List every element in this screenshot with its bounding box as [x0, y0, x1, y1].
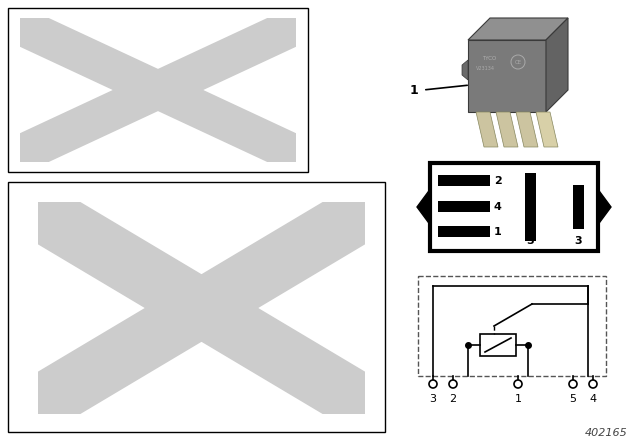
Polygon shape: [38, 202, 365, 414]
Text: CE: CE: [515, 60, 522, 65]
Polygon shape: [476, 112, 498, 147]
Text: 5: 5: [570, 394, 577, 404]
Polygon shape: [546, 18, 568, 112]
Bar: [8, 182, 385, 432]
Circle shape: [569, 380, 577, 388]
Bar: [438, 201, 490, 212]
Bar: [525, 173, 536, 241]
Polygon shape: [20, 18, 296, 162]
Circle shape: [429, 380, 437, 388]
Bar: [468, 40, 546, 112]
Polygon shape: [38, 202, 365, 414]
Polygon shape: [417, 190, 430, 224]
Polygon shape: [598, 190, 611, 224]
Polygon shape: [536, 112, 558, 147]
Text: 2: 2: [494, 176, 502, 185]
Text: 3: 3: [574, 236, 582, 246]
Text: 1: 1: [409, 83, 418, 96]
Text: 402165: 402165: [585, 428, 628, 438]
Bar: [8, 8, 308, 172]
Polygon shape: [20, 18, 296, 162]
Bar: [418, 276, 606, 376]
Polygon shape: [496, 112, 518, 147]
Circle shape: [449, 380, 457, 388]
Text: 3: 3: [429, 394, 436, 404]
Circle shape: [514, 380, 522, 388]
Text: 1: 1: [515, 394, 522, 404]
Text: 4: 4: [494, 202, 502, 211]
Bar: [573, 185, 584, 229]
Text: 4: 4: [589, 394, 596, 404]
Text: 1: 1: [494, 227, 502, 237]
Polygon shape: [468, 18, 568, 40]
Bar: [438, 226, 490, 237]
Text: V23134: V23134: [476, 66, 495, 71]
Bar: [430, 163, 598, 251]
Text: 2: 2: [449, 394, 456, 404]
Text: TYCO: TYCO: [482, 56, 496, 61]
Circle shape: [589, 380, 597, 388]
Text: 5: 5: [526, 236, 534, 246]
Polygon shape: [516, 112, 538, 147]
Bar: [480, 334, 516, 356]
Bar: [438, 175, 490, 186]
Polygon shape: [462, 60, 468, 80]
